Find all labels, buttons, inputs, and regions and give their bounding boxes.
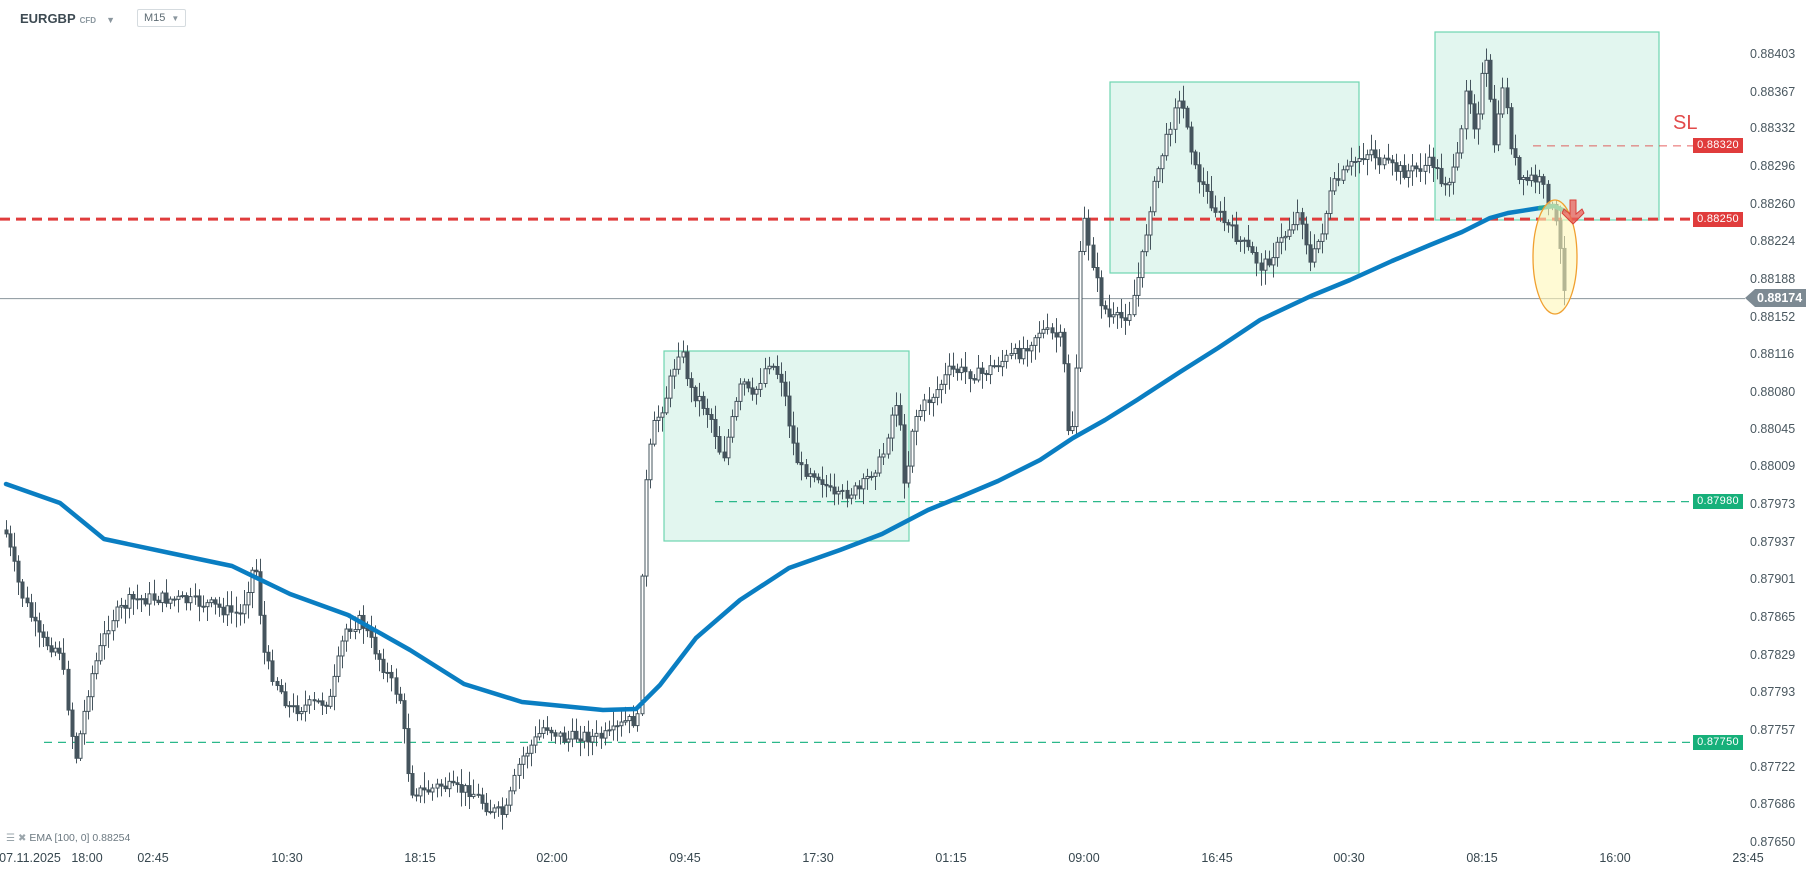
price-axis-label: 0.88188	[1750, 271, 1796, 286]
price-axis-label: 0.87865	[1750, 610, 1796, 624]
chevron-down-icon: ▼	[171, 13, 180, 23]
price-axis-label: 0.87937	[1750, 534, 1796, 549]
timeframe-dropdown[interactable]: M15 ▼	[137, 9, 187, 27]
timeframe-value: M15	[144, 12, 166, 24]
price-axis-label: 0.88367	[1750, 84, 1796, 99]
price-axis-label: 0.88296	[1750, 158, 1796, 173]
price-axis-label: 0.87793	[1750, 685, 1796, 700]
time-axis-label: 00:30	[1333, 851, 1365, 865]
price-axis-label: 0.87829	[1750, 647, 1796, 662]
price-axis-label: 0.88403	[1750, 47, 1796, 61]
time-axis-label: 10:30	[271, 851, 303, 865]
price-axis-label: 0.88116	[1750, 347, 1795, 362]
ema-legend-text: EMA [100, 0] 0.88254	[29, 832, 131, 844]
time-axis-label: 07.11.2025	[0, 851, 61, 865]
time-axis-label: 23:45	[1732, 851, 1764, 865]
price-axis-label: 0.88260	[1750, 196, 1796, 211]
time-axis-label: 18:15	[404, 851, 436, 865]
indicator-legend: ☰ ✖ EMA [100, 0] 0.88254	[6, 832, 130, 844]
time-axis-label: 09:00	[1068, 851, 1100, 865]
price-axis-label: 0.88045	[1750, 421, 1796, 436]
remove-indicator-icon[interactable]: ✖	[17, 832, 27, 844]
time-axis-label: 09:45	[669, 851, 701, 865]
price-axis-label: 0.88332	[1750, 121, 1796, 136]
price-axis-label: 0.87650	[1750, 835, 1796, 849]
time-axis-label: 01:15	[935, 851, 967, 865]
target2-price-tag: 0.87750	[1693, 735, 1743, 750]
sell-arrow-icon[interactable]	[1561, 199, 1585, 225]
entry-price-tag: 0.88250	[1693, 212, 1743, 227]
price-levels	[0, 145, 1745, 743]
current-price-tag: 0.88174	[1745, 289, 1807, 307]
instrument-type: CFD	[79, 16, 97, 25]
indicator-settings-icon[interactable]: ☰	[6, 832, 15, 844]
price-axis-label: 0.88080	[1750, 385, 1796, 399]
time-axis-label: 16:00	[1599, 851, 1631, 865]
sl-annotation: SL	[1673, 112, 1698, 134]
price-axis-label: 0.88224	[1750, 234, 1796, 249]
time-axis-label: 17:30	[802, 851, 834, 865]
chevron-down-icon: ▼	[106, 15, 115, 25]
price-axis-label: 0.87722	[1750, 759, 1796, 774]
time-axis-label: 02:45	[137, 851, 169, 865]
time-axis-label: 02:00	[536, 851, 568, 865]
price-axis-label: 0.87686	[1750, 797, 1796, 812]
target1-price-tag: 0.87980	[1693, 494, 1743, 509]
price-axis-label: 0.87901	[1750, 572, 1796, 587]
signal-overlay	[1532, 199, 1585, 315]
price-axis-label: 0.87757	[1750, 723, 1796, 738]
time-axis-label: 16:45	[1201, 851, 1233, 865]
symbol-selector[interactable]: EURGBP CFD ▼	[20, 11, 115, 26]
chart-header: EURGBP CFD ▼ M15 ▼	[0, 0, 1810, 36]
highlight-ellipse[interactable]	[1532, 199, 1578, 315]
zone-rectangle[interactable]	[663, 350, 910, 542]
sl-price-tag: 0.88320	[1693, 138, 1743, 153]
time-axis-label: 08:15	[1466, 851, 1498, 865]
symbol-name: EURGBP	[20, 11, 76, 26]
price-axis-label: 0.88152	[1750, 309, 1796, 324]
price-axis-label: 0.87973	[1750, 496, 1796, 511]
price-axis-label: 0.88009	[1750, 459, 1796, 474]
time-axis-label: 18:00	[71, 851, 103, 865]
